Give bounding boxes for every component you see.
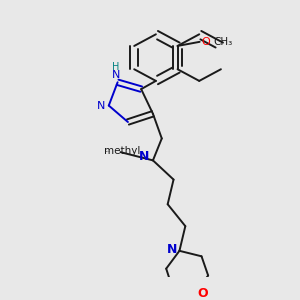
Text: methyl: methyl	[106, 151, 111, 152]
Text: O: O	[201, 37, 210, 47]
Text: N: N	[167, 243, 177, 256]
Text: methyl: methyl	[99, 141, 133, 151]
Text: methyl: methyl	[104, 146, 140, 156]
Text: CH₃: CH₃	[213, 37, 232, 47]
Text: O: O	[197, 287, 208, 300]
Text: H: H	[112, 62, 120, 72]
Text: N: N	[139, 150, 149, 163]
Text: N: N	[112, 70, 120, 80]
Text: N: N	[97, 100, 106, 111]
